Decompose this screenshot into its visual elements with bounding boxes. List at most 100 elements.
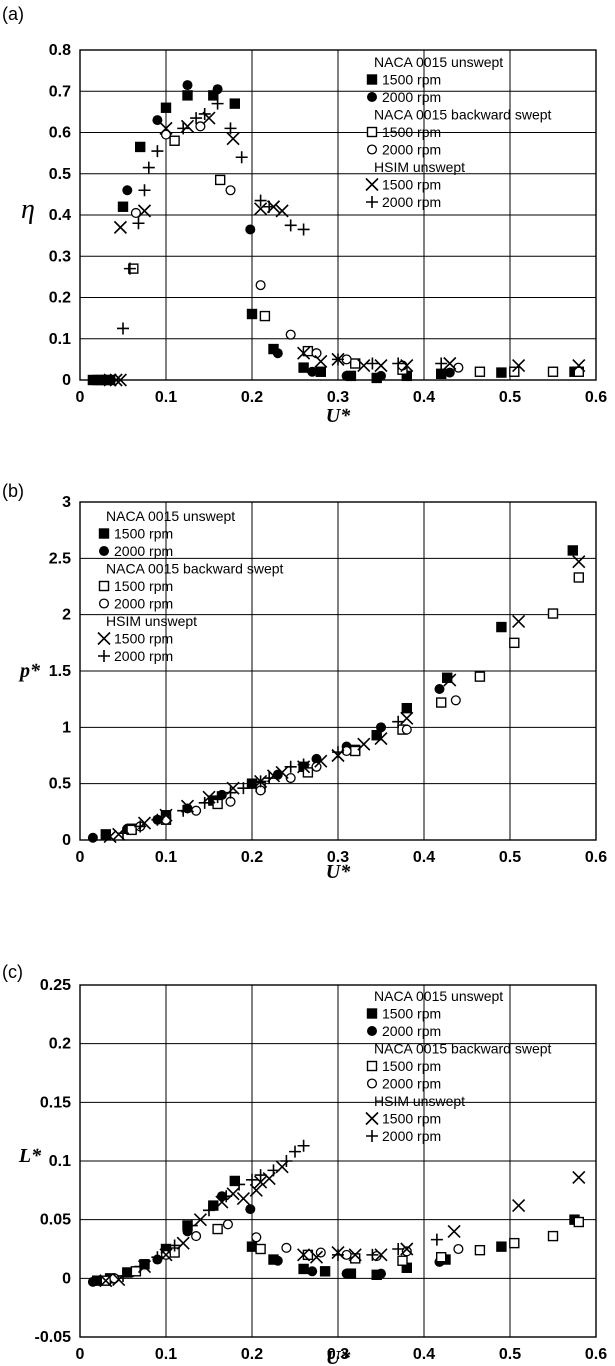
cross-marker [297,346,311,360]
chart-panel-3: (c)0 0.1 0.2 0.3 0.4 0.5 0.6-0.0500.050.10.150… [2,962,607,1366]
filled-square-marker [208,90,219,101]
y-tick-label: 0.4 [49,207,71,224]
y-tick-label: 0.3 [49,248,71,265]
legend-entry-label: 2000 rpm [114,596,173,612]
plus-marker [246,1173,258,1186]
filled-square-marker [496,367,507,378]
x-tick-label: 0.4 [413,849,435,866]
series-cross-x [103,111,586,387]
x-axis-label: U* [326,1347,351,1366]
open-square-marker [573,1216,584,1228]
y-tick-label: 2.5 [49,550,71,567]
legend-entry-label: 1500 rpm [382,177,441,193]
x-axis-label: U* [326,405,351,427]
x-tick-label: 0.5 [499,849,521,866]
open-square-marker [212,1223,223,1235]
legend-filled-circle-marker [367,92,377,102]
plus-marker [177,122,190,135]
legend-entry-label: 1500 rpm [382,1058,441,1074]
plus-marker [224,786,237,799]
filled-square-marker [298,1263,309,1275]
cross-marker [159,121,173,135]
filled-square-marker [401,1262,412,1273]
y-axis-label: L* [18,1145,42,1167]
legend-entry-label: 2000 rpm [382,1128,441,1144]
cross-marker [249,1183,263,1197]
plus-marker [235,151,248,164]
open-square-marker [214,174,226,186]
open-circle-marker [251,1232,262,1243]
legend-entry-label: 1500 rpm [114,578,173,594]
y-tick-label: 2 [62,607,71,624]
series-filled-circle [87,1191,445,1287]
y-tick-label: 1 [62,719,71,736]
cross-marker [314,354,328,369]
plus-marker [138,184,151,197]
open-square-marker [436,697,447,708]
cross-marker [254,1175,268,1189]
open-circle-marker [453,1243,464,1255]
legend-group-heading: HSIM unswept [374,1093,465,1109]
legend-open-circle-marker [366,144,378,155]
filled-circle-marker [182,80,193,91]
x-tick-label: 0.1 [155,849,177,866]
cross-marker [512,614,526,628]
filled-square-marker [139,1259,150,1270]
filled-circle-marker [376,722,386,733]
cross-marker [443,673,457,687]
plus-marker [190,112,203,125]
cross-marker [512,358,526,373]
plot-frame [79,984,597,1338]
filled-square-marker [496,1241,507,1252]
legend-filled-circle-marker [367,1026,377,1036]
legend-entry-label: 1500 rpm [382,1111,441,1127]
legend-filled-square-marker [366,74,378,85]
filled-square-marker [117,201,129,212]
y-tick-label: 0.2 [49,290,71,307]
x-tick-label: 0.2 [241,389,263,406]
plus-marker [392,715,405,728]
open-circle-marker [281,1242,292,1253]
open-square-marker [259,310,271,322]
cross-marker [254,202,268,216]
y-tick-label: 0 [62,372,71,389]
x-tick-label: 0.1 [155,389,177,406]
legend-group-heading: HSIM unswept [374,159,465,175]
y-axis-label: p* [18,660,41,682]
legend-plus-marker [98,650,110,662]
legend-filled-square-marker [98,528,110,539]
plus-marker [233,1178,246,1191]
plus-marker [198,796,211,809]
filled-circle-marker [307,366,318,377]
filled-square-marker [182,90,193,101]
filled-circle-marker [87,832,98,843]
chart-panel-2: (b) 0 0.1 0.2 0.3 0.4 0.5 0.6 0 0.5 1 1.5 2 2.5 3 U* p* N… [2,481,607,883]
filled-square-marker [315,366,326,377]
plus-marker [392,357,405,370]
y-tick-label: 0.25 [40,977,71,994]
series-plus [117,1139,443,1282]
open-square-marker [573,366,584,377]
filled-square-marker [319,1266,331,1277]
legend-group-heading: NACA 0015 backward swept [374,1041,552,1057]
cross-marker [275,765,289,779]
open-square-marker [547,1230,559,1242]
plus-marker [237,782,250,795]
legend-entry-label: 2000 rpm [114,648,173,664]
open-circle-marker [401,1246,412,1257]
open-circle-marker [453,362,464,373]
cross-marker [374,732,388,746]
cross-marker [137,204,152,218]
legend-open-square-marker [366,1060,378,1072]
cross-marker [275,204,289,218]
plus-marker [263,200,276,213]
filled-square-marker [246,1241,258,1252]
legend-entry-label: 2000 rpm [382,142,441,158]
plus-marker [211,791,224,804]
filled-circle-marker [434,684,445,695]
cross-marker [572,555,586,569]
plus-marker [289,1145,301,1158]
filled-circle-marker [182,1226,193,1237]
filled-circle-marker [436,368,447,379]
